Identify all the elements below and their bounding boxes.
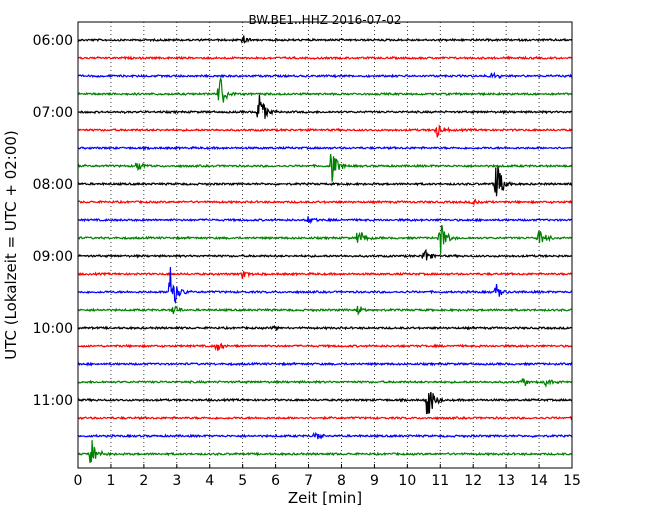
x-tick-label: 5: [238, 473, 247, 489]
trace-line: [77, 305, 573, 316]
trace-line: [77, 71, 573, 80]
trace-line: [77, 342, 573, 351]
trace-line: [77, 391, 573, 415]
trace-line: [77, 415, 573, 421]
x-tick-label: 8: [337, 473, 346, 489]
x-tick-label: 0: [74, 473, 83, 489]
x-tick-label: 7: [304, 473, 313, 489]
x-tick-label: 3: [172, 473, 181, 489]
trace-line: [78, 123, 573, 138]
x-tick-label: 9: [370, 473, 379, 489]
x-tick-label: 10: [398, 473, 416, 489]
x-tick-label: 11: [431, 473, 449, 489]
trace-line: [77, 55, 573, 61]
y-tick-label: 08:00: [33, 177, 73, 193]
y-tick-label: 10:00: [33, 321, 73, 337]
y-tick-label: 11:00: [33, 393, 73, 409]
trace-line: [77, 431, 573, 440]
y-axis-ticks: 06:00 07:00 08:00 09:00 10:00 11:00: [33, 33, 82, 409]
trace-line: [77, 145, 573, 151]
x-tick-label: 1: [106, 473, 115, 489]
trace-line: [77, 324, 573, 332]
y-axis-label: UTC (Lokalzeit = UTC + 02:00): [2, 130, 20, 360]
trace-line: [77, 153, 573, 182]
y-tick-label: 09:00: [33, 249, 73, 265]
trace-line: [77, 166, 573, 197]
trace-line: [77, 35, 573, 44]
trace-line: [77, 248, 573, 261]
y-tick-label: 06:00: [33, 33, 73, 49]
trace-line: [77, 225, 573, 255]
trace-line: [77, 361, 573, 367]
trace-line: [77, 216, 573, 225]
x-tick-label: 13: [497, 473, 515, 489]
trace-line: [77, 94, 572, 119]
trace-line: [77, 377, 573, 389]
x-tick-label: 2: [139, 473, 148, 489]
plot-frame: [77, 21, 573, 469]
trace-line: [78, 198, 573, 207]
trace-line: [77, 76, 573, 103]
x-tick-label: 14: [530, 473, 548, 489]
trace-line: [77, 266, 573, 304]
trace-line: [77, 271, 573, 280]
trace-line: [77, 440, 573, 464]
x-tick-label: 6: [271, 473, 280, 489]
y-tick-label: 07:00: [33, 105, 73, 121]
x-axis-ticks: 0 1 2 3 4 5 6 7 8 9 10 11 12 13 14 15: [74, 464, 581, 489]
traces: [77, 35, 573, 464]
x-tick-label: 15: [563, 473, 581, 489]
x-axis-label: Zeit [min]: [288, 489, 362, 507]
chart-title: BW.BE1..HHZ 2016-07-02: [248, 13, 401, 27]
x-tick-label: 12: [464, 473, 482, 489]
x-tick-label: 4: [205, 473, 214, 489]
